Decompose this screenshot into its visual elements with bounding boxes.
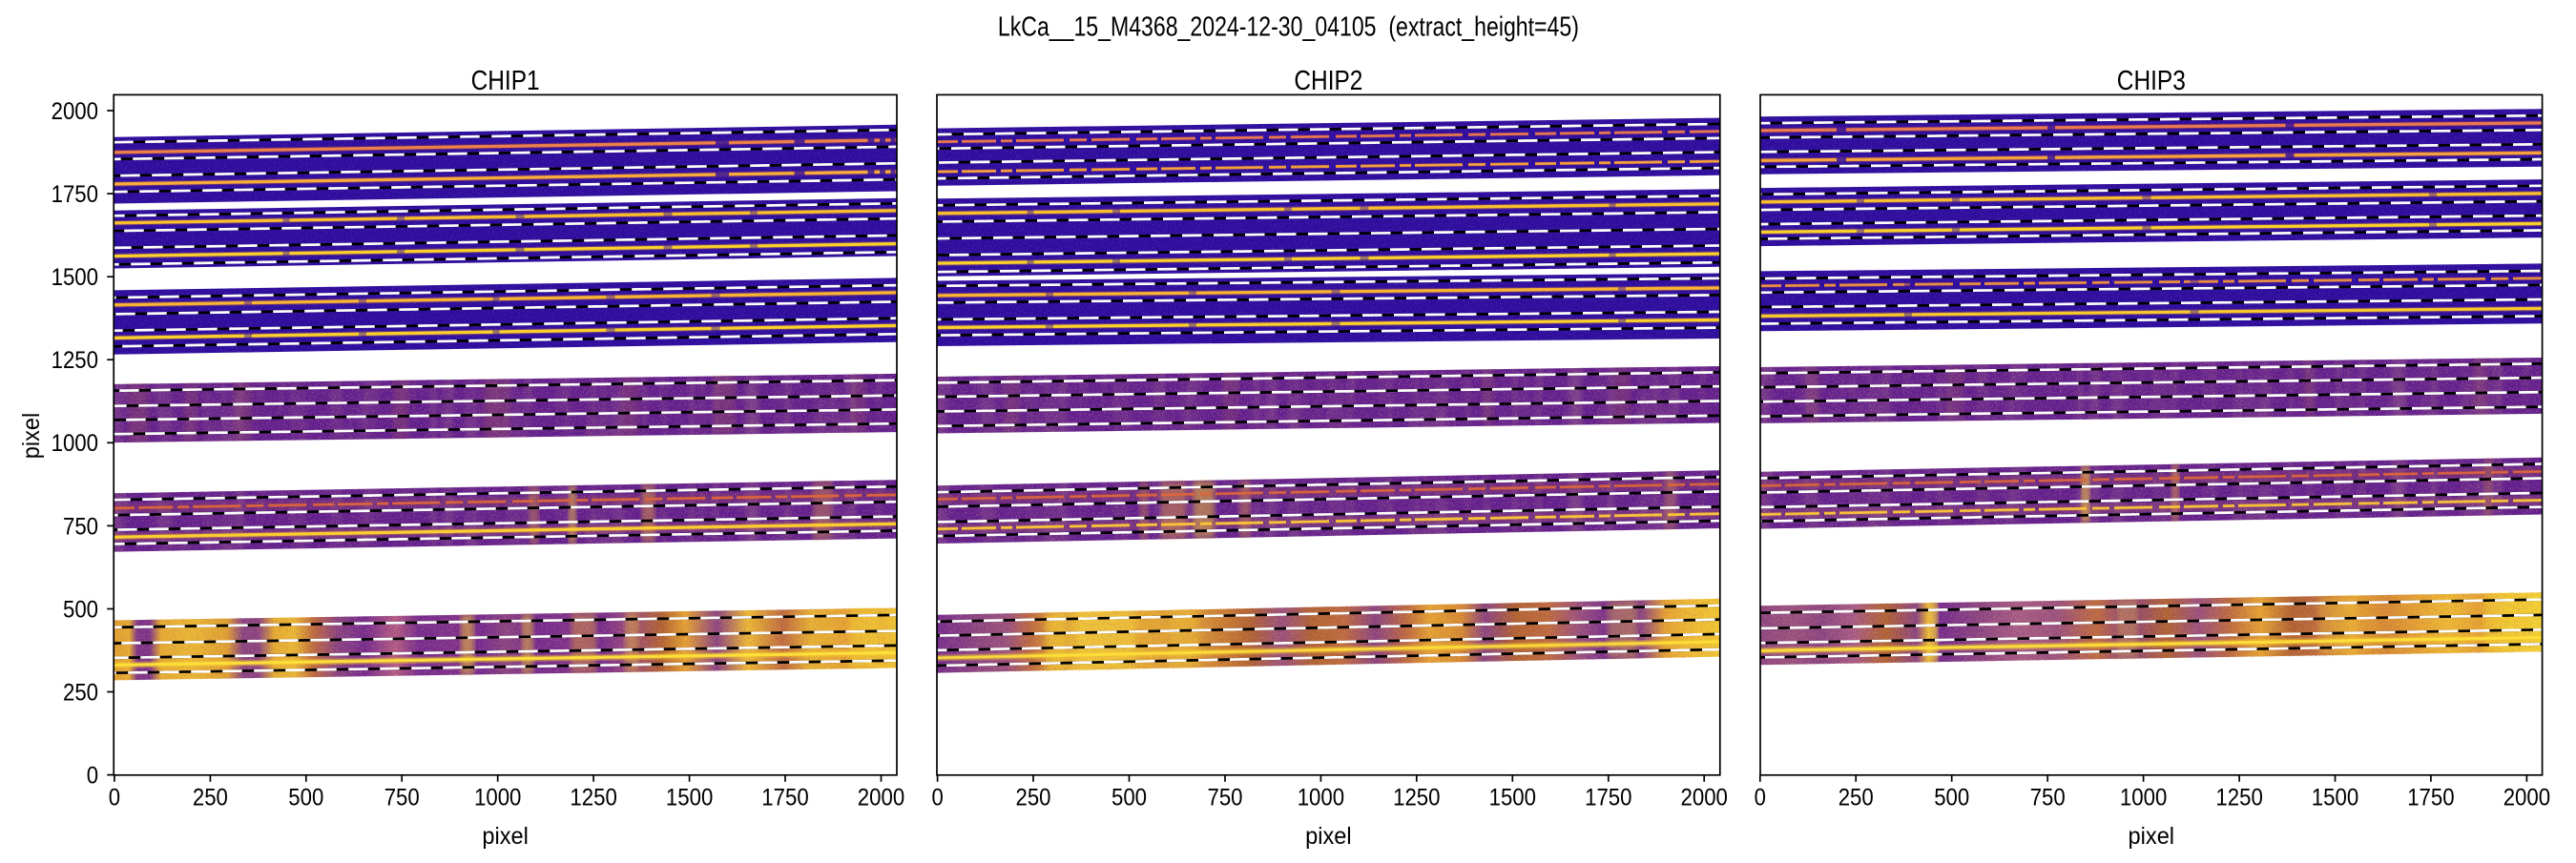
svg-text:pixel: pixel (482, 824, 529, 850)
svg-text:0: 0 (1755, 786, 1766, 812)
svg-text:750: 750 (384, 786, 420, 812)
svg-text:0: 0 (109, 786, 120, 812)
svg-text:500: 500 (1111, 786, 1147, 812)
svg-text:pixel: pixel (2129, 824, 2175, 850)
svg-text:750: 750 (1208, 786, 1243, 812)
svg-text:250: 250 (193, 786, 228, 812)
svg-text:2000: 2000 (52, 99, 98, 125)
svg-text:pixel: pixel (19, 413, 45, 460)
svg-text:1750: 1750 (1585, 786, 1631, 812)
svg-text:250: 250 (1016, 786, 1051, 812)
svg-text:0: 0 (87, 764, 98, 790)
svg-text:1000: 1000 (1298, 786, 1344, 812)
svg-text:500: 500 (1934, 786, 1969, 812)
svg-text:1750: 1750 (761, 786, 808, 812)
svg-text:2000: 2000 (1681, 786, 1728, 812)
svg-text:250: 250 (1839, 786, 1874, 812)
svg-text:pixel: pixel (1305, 824, 1352, 850)
svg-text:1000: 1000 (52, 431, 98, 457)
svg-text:500: 500 (288, 786, 323, 812)
svg-text:1250: 1250 (1393, 786, 1440, 812)
svg-text:500: 500 (63, 597, 98, 623)
svg-text:LkCa__15_M4368_2024-12-30_0410: LkCa__15_M4368_2024-12-30_04105 (extract… (998, 10, 1579, 41)
svg-text:1500: 1500 (666, 786, 713, 812)
svg-text:1000: 1000 (474, 786, 521, 812)
svg-text:1250: 1250 (570, 786, 616, 812)
svg-text:1500: 1500 (1489, 786, 1536, 812)
svg-text:CHIP1: CHIP1 (471, 65, 540, 95)
svg-text:1500: 1500 (52, 265, 98, 291)
svg-text:1750: 1750 (52, 182, 98, 208)
svg-text:1250: 1250 (2215, 786, 2262, 812)
svg-text:2000: 2000 (2503, 786, 2550, 812)
svg-text:1000: 1000 (2120, 786, 2167, 812)
svg-text:750: 750 (2030, 786, 2066, 812)
svg-text:1500: 1500 (2312, 786, 2358, 812)
svg-text:CHIP2: CHIP2 (1294, 65, 1362, 95)
svg-text:2000: 2000 (858, 786, 904, 812)
svg-text:250: 250 (63, 680, 98, 706)
svg-text:750: 750 (63, 514, 98, 540)
svg-text:0: 0 (931, 786, 943, 812)
svg-text:1250: 1250 (52, 348, 98, 374)
svg-text:1750: 1750 (2407, 786, 2454, 812)
svg-text:CHIP3: CHIP3 (2117, 65, 2186, 95)
